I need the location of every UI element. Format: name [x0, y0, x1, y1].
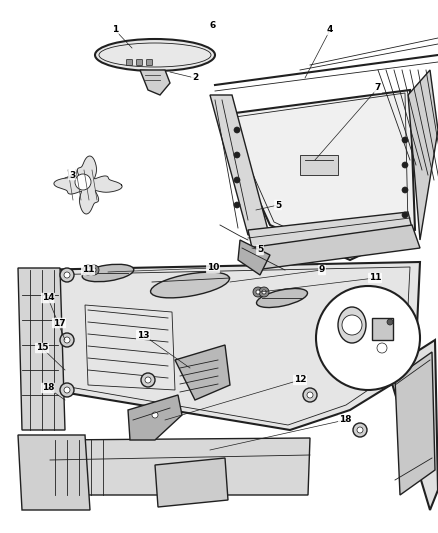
Circle shape [402, 137, 408, 143]
Ellipse shape [95, 39, 215, 71]
Polygon shape [220, 90, 415, 260]
Circle shape [89, 265, 99, 275]
Circle shape [253, 287, 263, 297]
Polygon shape [395, 352, 435, 495]
Polygon shape [300, 155, 338, 175]
Circle shape [387, 319, 393, 325]
Polygon shape [372, 318, 393, 340]
Circle shape [64, 337, 70, 343]
Text: 5: 5 [257, 246, 263, 254]
Circle shape [141, 373, 155, 387]
Circle shape [234, 152, 240, 158]
Circle shape [259, 287, 269, 297]
FancyBboxPatch shape [137, 60, 142, 66]
Circle shape [342, 315, 362, 335]
Polygon shape [140, 70, 170, 95]
Circle shape [64, 272, 70, 278]
Polygon shape [175, 345, 230, 400]
Circle shape [402, 162, 408, 168]
Circle shape [256, 290, 260, 294]
Circle shape [307, 392, 313, 398]
Text: 10: 10 [207, 263, 219, 272]
Text: 17: 17 [53, 319, 65, 327]
Circle shape [316, 286, 420, 390]
Circle shape [234, 177, 240, 183]
Text: 11: 11 [369, 273, 381, 282]
Circle shape [145, 377, 151, 383]
Text: 18: 18 [339, 416, 351, 424]
Polygon shape [28, 262, 420, 430]
Polygon shape [248, 212, 412, 248]
Text: 11: 11 [82, 265, 94, 274]
Circle shape [83, 265, 93, 275]
Text: 14: 14 [42, 294, 54, 303]
Circle shape [86, 268, 90, 272]
Polygon shape [48, 438, 310, 495]
Circle shape [75, 174, 91, 190]
Ellipse shape [338, 307, 366, 343]
Circle shape [357, 427, 363, 433]
Circle shape [92, 268, 96, 272]
Text: 7: 7 [375, 84, 381, 93]
Polygon shape [128, 395, 182, 440]
Circle shape [234, 127, 240, 133]
Ellipse shape [151, 272, 230, 298]
Circle shape [353, 423, 367, 437]
Circle shape [303, 388, 317, 402]
Circle shape [350, 360, 366, 376]
Circle shape [262, 290, 266, 294]
Circle shape [402, 187, 408, 193]
Text: 15: 15 [36, 343, 48, 352]
Circle shape [148, 408, 162, 422]
Polygon shape [18, 268, 65, 430]
Polygon shape [18, 435, 90, 510]
Text: 5: 5 [275, 200, 281, 209]
Polygon shape [388, 340, 438, 510]
Polygon shape [238, 240, 270, 275]
Polygon shape [408, 70, 438, 240]
Text: 2: 2 [192, 74, 198, 83]
Circle shape [60, 383, 74, 397]
Circle shape [60, 333, 74, 347]
Circle shape [402, 212, 408, 218]
Polygon shape [210, 95, 268, 235]
Text: 6: 6 [210, 20, 216, 29]
Circle shape [377, 343, 387, 353]
Circle shape [152, 412, 158, 418]
FancyBboxPatch shape [127, 60, 133, 66]
Polygon shape [248, 225, 420, 270]
Circle shape [60, 268, 74, 282]
Circle shape [64, 387, 70, 393]
Text: 9: 9 [319, 265, 325, 274]
Ellipse shape [257, 288, 307, 308]
Text: 3: 3 [69, 171, 75, 180]
Text: 13: 13 [137, 330, 149, 340]
Ellipse shape [82, 264, 134, 282]
Circle shape [234, 202, 240, 208]
Polygon shape [54, 156, 122, 214]
Text: 1: 1 [112, 26, 118, 35]
FancyBboxPatch shape [146, 60, 152, 66]
Text: 12: 12 [294, 376, 306, 384]
Polygon shape [155, 458, 228, 507]
Text: 18: 18 [42, 384, 54, 392]
Text: 4: 4 [327, 26, 333, 35]
